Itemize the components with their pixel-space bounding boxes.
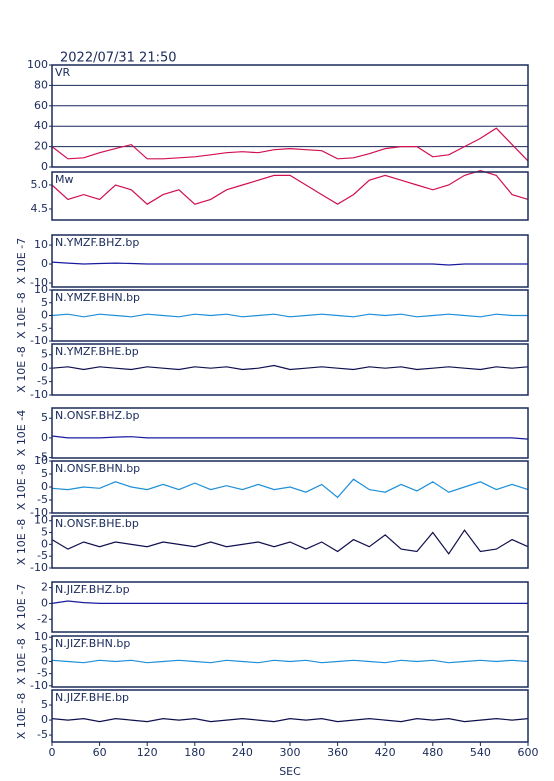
y-tick-label: -5: [37, 321, 48, 334]
panel-name: N.YMZF.BHE.bp: [55, 345, 139, 358]
y-tick-label: 100: [27, 58, 48, 71]
trace: [51, 364, 529, 371]
y-tick-label: -5: [37, 451, 48, 464]
trace: [51, 478, 529, 499]
y-axis-label: X 10E -7: [15, 238, 28, 284]
panel-name: N.JIZF.BHZ.bp: [55, 583, 130, 596]
y-tick-label: 5: [41, 348, 48, 361]
y-tick-label: -5: [37, 375, 48, 388]
panel-frame: [51, 635, 529, 688]
y-tick-label: -5: [37, 549, 48, 562]
x-axis-label: SEC: [279, 765, 301, 778]
y-tick-label: 5: [41, 698, 48, 711]
y-axis-label: X 10E -8: [15, 519, 28, 565]
panel-frame: [51, 515, 529, 569]
trace: [51, 313, 528, 318]
y-tick-label: 0: [41, 431, 48, 444]
x-tick-label: 300: [280, 746, 301, 759]
y-tick-label: 60: [34, 99, 48, 112]
trace: [51, 261, 528, 266]
y-axis-label: X 10E -8: [15, 638, 28, 684]
y-tick-label: 0: [41, 713, 48, 726]
y-tick-label: 10: [34, 238, 48, 251]
panel-frame: [51, 343, 529, 396]
y-tick-label: 10: [34, 514, 48, 527]
panel-frame: [51, 64, 529, 168]
y-tick-label: 0: [41, 480, 48, 493]
panel-name: Mw: [55, 173, 74, 186]
trace: [51, 435, 529, 440]
x-tick-label: 420: [375, 746, 396, 759]
panel-name: N.JIZF.BHE.bp: [55, 691, 129, 704]
trace: [51, 169, 529, 205]
trace: [51, 717, 529, 723]
panel-frame: [51, 171, 529, 221]
y-tick-label: 4.5: [31, 202, 49, 215]
y-axis-label: X 10E -8: [15, 346, 28, 392]
y-axis-label: X 10E -8: [15, 693, 28, 739]
trace: [51, 529, 529, 555]
x-tick-label: 480: [422, 746, 443, 759]
y-tick-label: 0: [41, 257, 48, 270]
y-tick-label: 0: [41, 537, 48, 550]
y-tick-label: -10: [30, 506, 48, 519]
panel-name: N.ONSF.BHE.bp: [55, 517, 139, 530]
trace: [51, 127, 529, 162]
x-tick-label: 240: [232, 746, 253, 759]
x-tick-label: 360: [327, 746, 348, 759]
y-tick-label: 2: [41, 581, 48, 594]
y-tick-label: 5: [41, 642, 48, 655]
panel-name: VR: [55, 66, 71, 79]
x-tick-label: 600: [518, 746, 539, 759]
y-tick-label: -10: [30, 679, 48, 692]
y-tick-label: -10: [30, 561, 48, 574]
chart-title: 2022/07/31 21:50: [60, 51, 177, 66]
panel-name: N.YMZF.BHN.bp: [55, 291, 140, 304]
x-tick-label: 180: [184, 746, 205, 759]
y-tick-label: 5: [41, 296, 48, 309]
y-axis-label: X 10E -8: [15, 292, 28, 338]
y-tick-label: 20: [34, 140, 48, 153]
x-tick-label: 540: [470, 746, 491, 759]
y-tick-label: 5: [41, 526, 48, 539]
y-tick-label: 0: [41, 361, 48, 374]
y-tick-label: -2: [37, 612, 48, 625]
y-tick-label: 10: [34, 283, 48, 296]
y-tick-label: 10: [34, 454, 48, 467]
x-tick-label: 120: [137, 746, 158, 759]
y-tick-label: -10: [30, 334, 48, 347]
y-axis-label: X 10E -4: [15, 410, 28, 456]
y-tick-label: 80: [34, 78, 48, 91]
y-tick-label: -10: [30, 388, 48, 401]
y-tick-label: -5: [37, 667, 48, 680]
y-tick-label: 0: [41, 596, 48, 609]
y-tick-label: 0: [41, 160, 48, 173]
panel-name: N.ONSF.BHN.bp: [55, 462, 140, 475]
y-tick-label: 0: [41, 655, 48, 668]
y-tick-label: -5: [37, 493, 48, 506]
panel-frame: [51, 289, 529, 342]
panel-name: N.JIZF.BHN.bp: [55, 637, 130, 650]
panel-frame: [51, 460, 529, 514]
y-tick-label: 5.0: [31, 178, 49, 191]
x-tick-label: 60: [93, 746, 107, 759]
y-tick-label: 40: [34, 119, 48, 132]
y-tick-label: -5: [37, 728, 48, 741]
y-tick-label: 5: [41, 467, 48, 480]
panel-name: N.YMZF.BHZ.bp: [55, 236, 139, 249]
y-axis-label: X 10E -7: [15, 584, 28, 630]
panel-frame: [51, 581, 529, 633]
x-tick-label: 0: [49, 746, 56, 759]
trace: [51, 600, 528, 604]
panel-frame: [51, 234, 529, 288]
trace: [51, 659, 529, 664]
y-tick-label: 5: [41, 411, 48, 424]
y-tick-label: 0: [41, 309, 48, 322]
y-tick-label: 10: [34, 630, 48, 643]
panel-name: N.ONSF.BHZ.bp: [55, 409, 139, 422]
y-axis-label: X 10E -8: [15, 464, 28, 510]
panel-frame: [51, 407, 529, 459]
y-tick-label: -10: [30, 276, 48, 289]
